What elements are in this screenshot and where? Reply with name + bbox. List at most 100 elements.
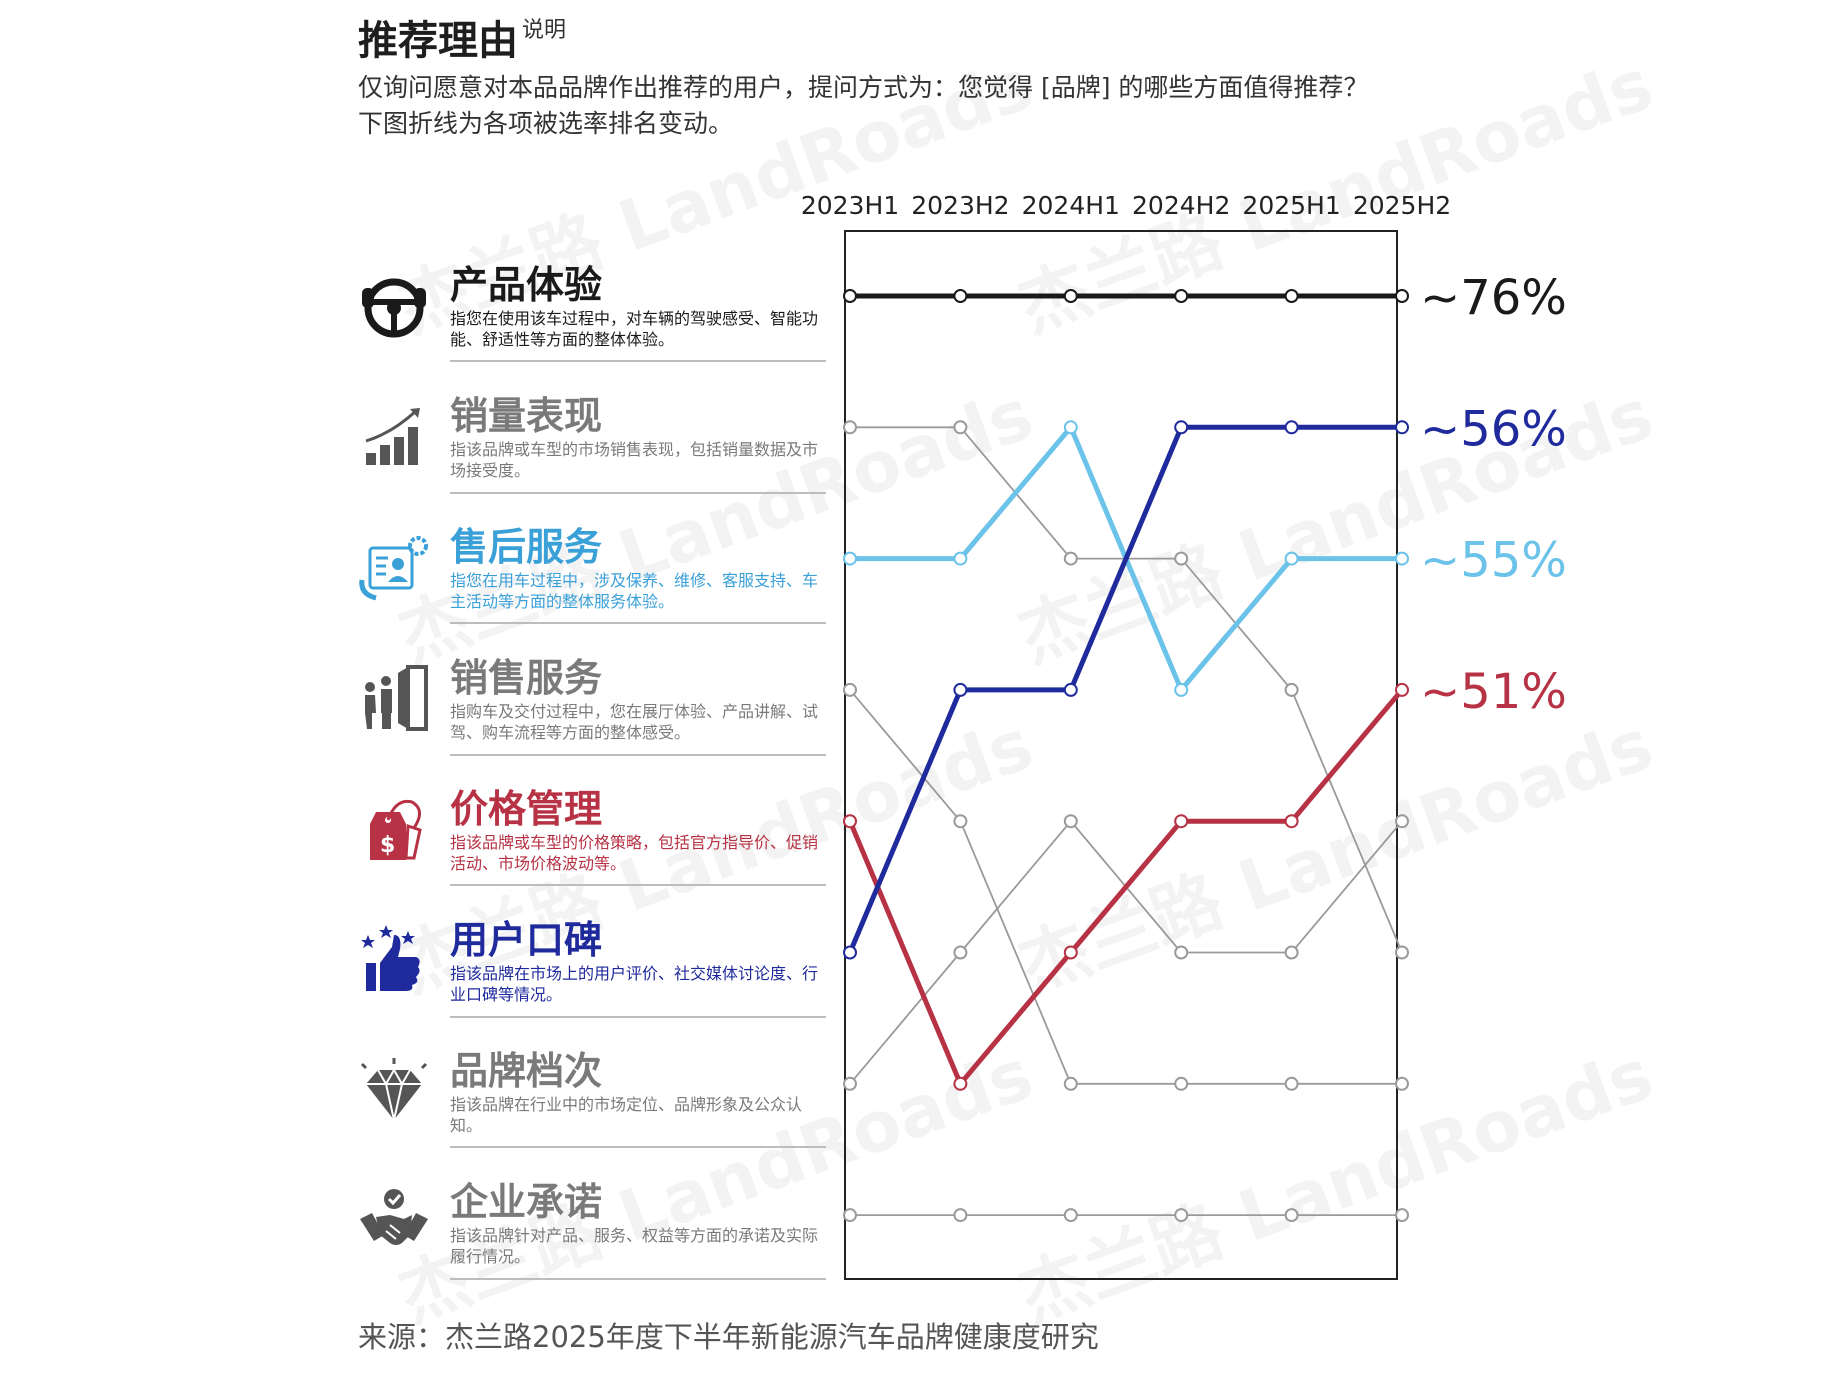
data-point [1395, 682, 1409, 697]
category-desc: 指该品牌或车型的市场销售表现，包括销量数据及市场接受度。 [450, 440, 819, 480]
handshake-icon [356, 1185, 432, 1261]
bar-growth-icon [356, 399, 432, 475]
end-value-label: ~56% [1420, 401, 1567, 457]
data-point [1284, 551, 1299, 566]
data-point [953, 945, 968, 960]
data-point [1174, 682, 1189, 697]
series-line [847, 688, 1404, 1089]
x-tick-label: 2025H2 [1353, 191, 1451, 220]
data-point [1063, 682, 1078, 697]
category-desc: 指您在使用该车过程中，对车辆的驾驶感受、智能功能、舒适性等方面的整体体验。 [450, 309, 819, 349]
category-name: 价格管理 [450, 787, 603, 831]
end-value-label: ~76% [1420, 270, 1567, 326]
divider [450, 1146, 826, 1148]
category-name: 品牌档次 [450, 1049, 603, 1093]
data-point [1284, 1076, 1299, 1091]
data-point [1284, 945, 1299, 960]
data-point [1063, 814, 1078, 829]
category-name: 售后服务 [450, 525, 603, 569]
divider [450, 622, 826, 624]
data-point [1284, 1208, 1299, 1223]
customer-service-icon [356, 530, 432, 606]
data-point [1063, 289, 1078, 303]
divider [450, 1016, 826, 1018]
data-point [843, 814, 857, 829]
showroom-door-icon [356, 661, 432, 737]
data-point [1395, 814, 1409, 829]
data-point [843, 289, 857, 303]
category-row: 企业承诺 指该品牌针对产品、服务、权益等方面的承诺及实际履行情况。 [356, 1149, 826, 1280]
data-point [843, 945, 857, 960]
data-point [1395, 1208, 1409, 1223]
data-point [953, 551, 968, 566]
category-row: 品牌档次 指该品牌在行业中的市场定位、品牌形象及公众认知。 [356, 1018, 826, 1148]
series-line [847, 424, 1402, 954]
data-point [1174, 420, 1189, 435]
category-name: 企业承诺 [450, 1180, 603, 1224]
category-row: $ 价格管理 指该品牌或车型的价格策略，包括官方指导价、促销活动、市场价格波动等… [356, 756, 826, 886]
divider [450, 492, 826, 494]
data-point [1063, 1208, 1078, 1223]
page-title-block: 推荐理由 说明 [358, 8, 566, 66]
category-desc: 指购车及交付过程中，您在展厅体验、产品讲解、试驾、购车流程等方面的整体感受。 [450, 702, 819, 742]
plot-frame [844, 230, 1398, 1280]
data-point [1174, 814, 1189, 829]
data-point [1395, 1076, 1409, 1091]
category-row: 用户口碑 指该品牌在市场上的用户评价、社交媒体讨论度、行业口碑等情况。 [356, 887, 826, 1018]
category-name: 销售服务 [450, 656, 603, 700]
description: 仅询问愿意对本品品牌作出推荐的用户，提问方式为：您觉得 [品牌] 的哪些方面值得… [358, 70, 1368, 142]
data-point [953, 289, 968, 303]
series-line [849, 689, 1402, 1085]
data-point [953, 1076, 968, 1091]
category-desc: 指该品牌在市场上的用户评价、社交媒体讨论度、行业口碑等情况。 [450, 964, 819, 1004]
category-row: 销售服务 指购车及交付过程中，您在展厅体验、产品讲解、试驾、购车流程等方面的整体… [356, 625, 826, 756]
x-tick-label: 2023H2 [911, 191, 1009, 220]
description-line-1: 仅询问愿意对本品品牌作出推荐的用户，提问方式为：您觉得 [品牌] 的哪些方面值得… [358, 73, 1369, 102]
category-desc: 指您在用车过程中，涉及保养、维修、客服支持、车主活动等方面的整体服务体验。 [450, 571, 819, 611]
end-value-label: ~55% [1420, 533, 1567, 589]
data-point [1063, 1076, 1078, 1091]
category-name: 销量表现 [450, 394, 603, 438]
data-point [1174, 1208, 1189, 1223]
category-name: 用户口碑 [450, 918, 603, 962]
title-note: 说明 [522, 18, 567, 43]
page-title: 推荐理由 [358, 18, 518, 64]
description-line-2: 下图折线为各项被选率排名变动。 [358, 109, 734, 138]
data-point [953, 814, 968, 829]
category-desc: 指该品牌或车型的价格策略，包括官方指导价、促销活动、市场价格波动等。 [450, 833, 819, 873]
data-point [1284, 814, 1299, 829]
data-point [1174, 551, 1189, 566]
data-point [953, 420, 968, 435]
data-point [1395, 289, 1409, 303]
divider [450, 884, 826, 886]
x-tick-label: 2025H1 [1242, 191, 1340, 220]
data-point [1284, 289, 1299, 303]
data-point [1174, 1076, 1189, 1091]
source-note: 来源：杰兰路2025年度下半年新能源汽车品牌健康度研究 [358, 1320, 1099, 1354]
data-point [1063, 420, 1078, 435]
category-desc: 指该品牌在行业中的市场定位、品牌形象及公众认知。 [450, 1095, 803, 1135]
data-point [953, 682, 968, 697]
divider [450, 1278, 826, 1280]
data-point [1395, 551, 1409, 566]
data-point [843, 682, 857, 697]
data-point [843, 1208, 857, 1223]
series-line [850, 426, 1403, 953]
data-point [1063, 945, 1078, 960]
category-row: 产品体验 指您在使用该车过程中，对车辆的驾驶感受、智能功能、舒适性等方面的整体体… [356, 232, 826, 362]
svg-text:$: $ [380, 833, 395, 858]
category-desc: 指该品牌针对产品、服务、权益等方面的承诺及实际履行情况。 [450, 1226, 819, 1266]
category-name: 产品体验 [450, 263, 603, 307]
data-point [953, 1208, 968, 1223]
data-point [1395, 420, 1409, 435]
diamond-icon [356, 1054, 432, 1130]
divider [450, 754, 826, 756]
series-line [849, 819, 1403, 1085]
data-point [843, 420, 857, 435]
data-point [1063, 551, 1078, 566]
data-point [1174, 945, 1189, 960]
category-row: 售后服务 指您在用车过程中，涉及保养、维修、客服支持、车主活动等方面的整体服务体… [356, 494, 826, 624]
thumbs-up-icon [356, 923, 432, 999]
data-point [843, 551, 857, 566]
